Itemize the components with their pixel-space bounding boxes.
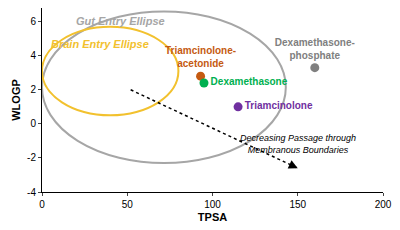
svg-text:200: 200 [375,199,392,210]
svg-text:100: 100 [204,199,221,210]
svg-text:Decreasing Passage throughMemb: Decreasing Passage throughMembranous Bou… [240,133,356,155]
svg-text:Triamcinolone: Triamcinolone [245,100,313,111]
svg-text:Dexamethasone-phosphate: Dexamethasone-phosphate [275,37,355,61]
svg-text:WLOGP: WLOGP [10,79,22,121]
svg-text:6: 6 [30,16,36,27]
svg-text:Brain Entry Ellipse: Brain Entry Ellipse [51,38,149,50]
svg-text:0: 0 [30,118,36,129]
svg-text:Triamcinolone-acetonide: Triamcinolone-acetonide [165,45,236,69]
svg-text:50: 50 [122,199,134,210]
svg-text:150: 150 [289,199,306,210]
svg-text:4: 4 [30,50,36,61]
svg-text:TPSA: TPSA [198,211,227,223]
svg-text:-2: -2 [27,152,36,163]
svg-text:2: 2 [30,84,36,95]
svg-text:-4: -4 [27,187,36,198]
svg-text:0: 0 [39,199,45,210]
svg-text:Gut Entry Ellipse: Gut Entry Ellipse [76,15,165,27]
svg-text:Dexamethasone: Dexamethasone [211,76,288,87]
